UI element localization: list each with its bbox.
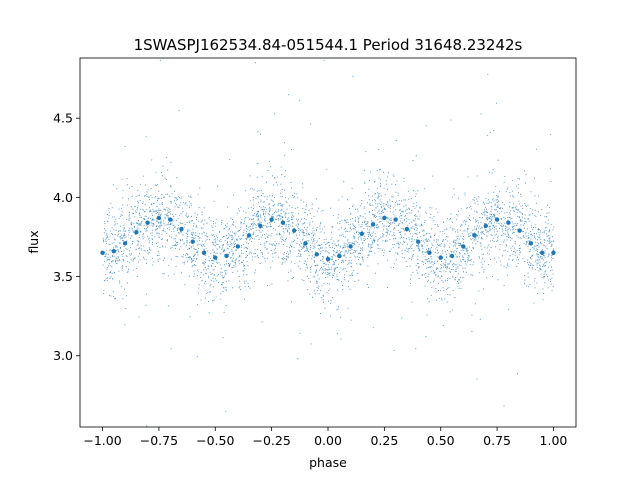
- y-tick-label: 4.0: [53, 190, 73, 205]
- data-point: [246, 233, 252, 238]
- data-point: [111, 249, 117, 254]
- data-point: [483, 223, 489, 229]
- data-point: [449, 253, 455, 259]
- x-tick-label: −0.25: [252, 433, 290, 448]
- data-point: [224, 253, 229, 259]
- data-point: [100, 250, 105, 255]
- x-axis-ticks: −1.00 −0.75 −0.50 −0.25 0.00 0.25 0.50 0.75 1.00: [83, 427, 567, 448]
- data-point: [145, 220, 150, 225]
- data-point: [348, 244, 353, 249]
- data-point: [393, 217, 398, 222]
- data-point: [303, 241, 308, 246]
- data-point: [134, 230, 139, 235]
- data-point: [517, 228, 522, 233]
- x-tick-label: 1.00: [540, 433, 568, 448]
- data-point: [359, 231, 365, 236]
- y-tick-label: 3.0: [53, 348, 73, 363]
- x-axis-label: phase: [309, 455, 347, 470]
- data-point: [506, 220, 511, 225]
- data-point: [167, 217, 173, 222]
- data-point: [156, 215, 162, 221]
- x-tick-label: −0.75: [140, 433, 178, 448]
- data-point: [494, 217, 500, 222]
- y-tick-label: 4.5: [53, 111, 73, 126]
- data-point: [291, 228, 297, 233]
- x-tick-label: 0.00: [314, 433, 342, 448]
- chart-title: 1SWASPJ162534.84-051544.1 Period 31648.2…: [134, 36, 523, 54]
- y-axis-ticks: 3.0 3.5 4.0 4.5: [53, 111, 80, 363]
- data-point: [269, 217, 274, 222]
- data-point: [404, 226, 410, 232]
- data-point: [213, 255, 218, 260]
- data-point: [415, 239, 421, 244]
- data-point: [122, 241, 128, 246]
- y-tick-label: 3.5: [53, 269, 73, 284]
- data-point: [190, 239, 195, 244]
- data-point: [382, 215, 387, 221]
- data-point: [314, 252, 319, 257]
- x-tick-label: −1.00: [83, 433, 121, 448]
- data-point: [235, 244, 241, 249]
- data-point: [201, 250, 207, 255]
- data-point: [325, 256, 331, 262]
- data-point: [551, 250, 556, 255]
- x-tick-label: 0.50: [427, 433, 455, 448]
- data-point: [539, 250, 545, 255]
- data-point: [179, 226, 184, 232]
- data-point: [370, 222, 376, 227]
- data-point: [337, 253, 342, 259]
- x-tick-label: −0.50: [196, 433, 234, 448]
- data-point: [472, 233, 477, 238]
- data-point: [427, 250, 432, 255]
- x-tick-label: 0.25: [370, 433, 398, 448]
- data-point: [258, 223, 263, 229]
- data-point: [461, 244, 466, 249]
- x-tick-label: 0.75: [483, 433, 511, 448]
- data-point: [280, 220, 286, 225]
- data-point: [528, 241, 534, 246]
- scatter-points: [100, 59, 556, 427]
- data-point: [438, 255, 443, 260]
- y-axis-label: flux: [26, 230, 41, 253]
